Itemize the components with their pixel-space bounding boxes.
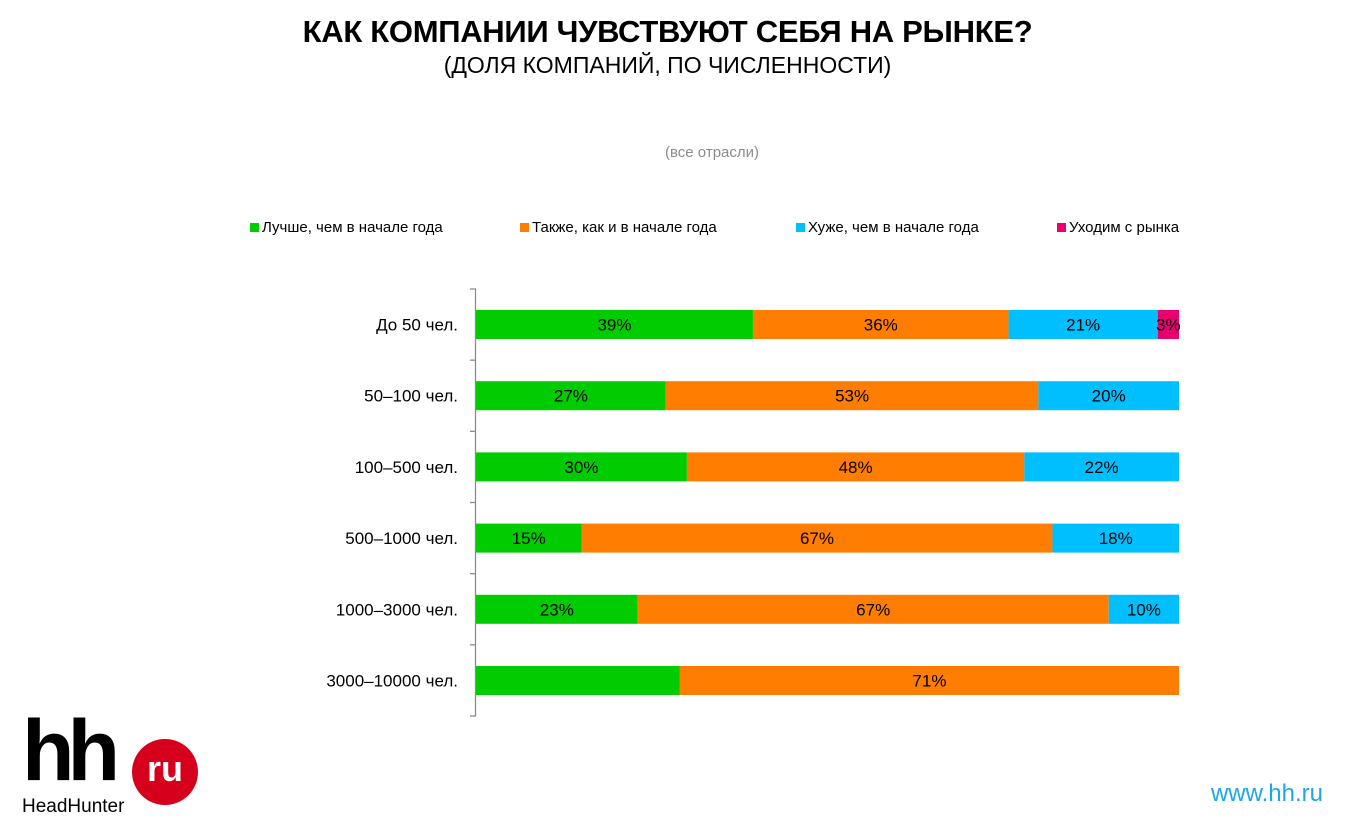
bar-segment bbox=[679, 666, 1179, 695]
page-subtitle: (ДОЛЯ КОМПАНИЙ, ПО ЧИСЛЕННОСТИ) bbox=[443, 52, 892, 78]
industry-filter-label: (все отрасли) bbox=[665, 144, 759, 161]
data-label: 10% bbox=[1127, 600, 1161, 619]
data-label: 20% bbox=[1092, 387, 1126, 406]
legend-label-worse: Хуже, чем в начале года bbox=[808, 219, 979, 236]
data-label: 22% bbox=[1085, 458, 1119, 477]
data-label: 21% bbox=[1066, 316, 1100, 335]
data-label: 71% bbox=[912, 672, 946, 691]
bar-segment bbox=[1008, 310, 1158, 339]
bar-segment bbox=[686, 452, 1025, 482]
bar-segment bbox=[1108, 594, 1179, 624]
logo-hh-text: hh bbox=[22, 703, 120, 799]
site-url: www.hh.ru bbox=[1210, 780, 1323, 807]
data-label: 53% bbox=[835, 387, 869, 406]
bar-segment bbox=[476, 310, 753, 339]
data-label: 48% bbox=[839, 458, 873, 477]
bar-segment bbox=[476, 666, 680, 695]
data-label: 23% bbox=[540, 600, 574, 619]
legend-item-leaving: Уходим с рынка bbox=[1057, 219, 1179, 236]
legend-swatch-better bbox=[250, 223, 259, 232]
bar-segment bbox=[1157, 310, 1179, 339]
logo-ru-circle bbox=[132, 739, 198, 805]
page-title: КАК КОМПАНИИ ЧУВСТВУЮТ СЕБЯ НА РЫНКЕ? bbox=[302, 14, 1033, 49]
data-label: 39% bbox=[597, 316, 631, 335]
legend-swatch-same bbox=[520, 223, 529, 232]
bar-segment bbox=[1052, 523, 1179, 553]
logo-brand-text: HeadHunter bbox=[22, 796, 125, 817]
legend-item-better: Лучше, чем в начале года bbox=[250, 219, 443, 236]
bar-segment bbox=[637, 594, 1109, 624]
bar-segment bbox=[476, 594, 638, 624]
category-label: 100–500 чел. bbox=[355, 458, 458, 477]
data-label: 15% bbox=[512, 529, 546, 548]
legend-label-leaving: Уходим с рынка bbox=[1069, 219, 1180, 236]
data-label: 67% bbox=[800, 529, 834, 548]
bar-segment bbox=[476, 452, 687, 482]
category-label: 1000–3000 чел. bbox=[336, 600, 458, 619]
category-label: 500–1000 чел. bbox=[345, 529, 458, 548]
data-label: 27% bbox=[554, 387, 588, 406]
data-label: 67% bbox=[856, 600, 890, 619]
category-label: 50–100 чел. bbox=[364, 387, 458, 406]
legend-swatch-leaving bbox=[1057, 223, 1066, 232]
bar-segment bbox=[581, 523, 1053, 553]
bar-segment bbox=[476, 381, 666, 411]
category-label: 3000–10000 чел. bbox=[326, 672, 458, 691]
logo-ru-text: ru bbox=[147, 748, 183, 789]
bar-segment bbox=[476, 523, 582, 553]
data-label: 3% bbox=[1156, 316, 1181, 335]
data-label: 18% bbox=[1099, 529, 1133, 548]
data-label: 30% bbox=[564, 458, 598, 477]
hh-logo: hh ru HeadHunter bbox=[22, 706, 202, 822]
legend-label-better: Лучше, чем в начале года bbox=[262, 219, 443, 236]
legend-swatch-worse bbox=[796, 223, 805, 232]
legend-item-worse: Хуже, чем в начале года bbox=[796, 219, 979, 236]
bar-segment bbox=[665, 381, 1039, 411]
legend-label-same: Также, как и в начале года bbox=[532, 219, 717, 236]
data-label: 36% bbox=[864, 316, 898, 335]
bar-segment bbox=[1024, 452, 1179, 482]
bar-segment bbox=[1038, 381, 1179, 411]
legend-item-same: Также, как и в начале года bbox=[520, 219, 717, 236]
bar-segment bbox=[752, 310, 1009, 339]
category-label: До 50 чел. bbox=[376, 316, 458, 335]
